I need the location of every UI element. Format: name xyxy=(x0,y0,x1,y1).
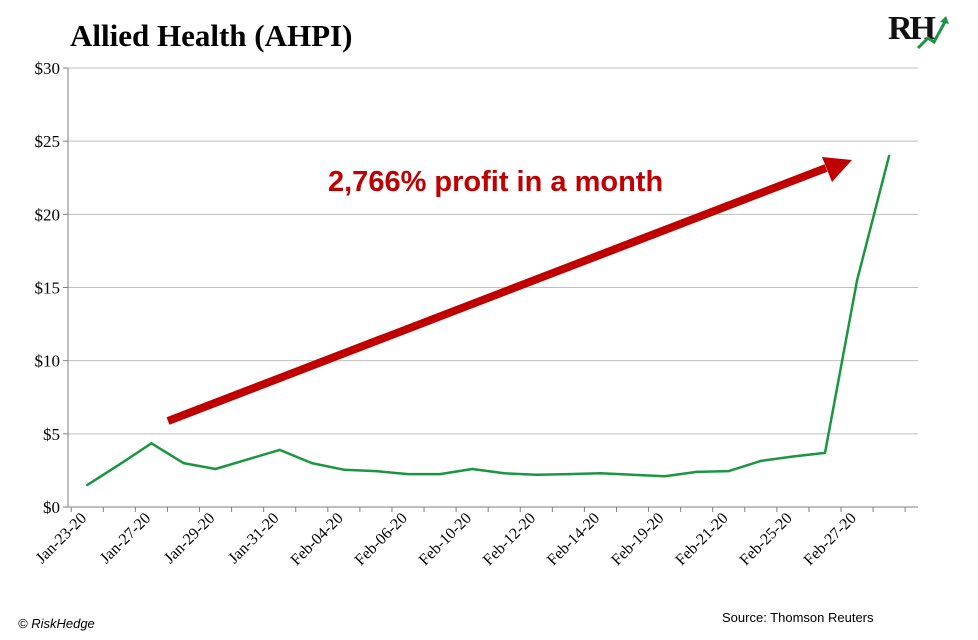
y-tick-label: $20 xyxy=(35,205,61,224)
data-point xyxy=(118,463,121,466)
data-point xyxy=(406,472,410,476)
data-point xyxy=(182,461,185,465)
data-point xyxy=(86,483,89,487)
copyright-text: © RiskHedge xyxy=(18,616,95,631)
data-point xyxy=(695,470,698,474)
price-line xyxy=(86,155,891,487)
series-layer xyxy=(86,154,891,487)
x-tick-label: Feb-12-20 xyxy=(480,510,539,569)
data-point xyxy=(663,475,666,478)
arrow-shaft xyxy=(166,164,828,425)
x-tick-label: Jan-29-20 xyxy=(161,510,218,567)
x-tick-label: Feb-14-20 xyxy=(544,510,603,569)
data-point xyxy=(727,469,730,473)
x-tick-label: Feb-10-20 xyxy=(416,510,475,569)
data-point xyxy=(310,461,313,465)
y-tick-label: $5 xyxy=(43,425,60,444)
gridlines xyxy=(68,67,918,435)
data-point xyxy=(631,473,634,477)
y-tick-label: $10 xyxy=(35,352,61,371)
x-tick-label: Feb-21-20 xyxy=(672,510,731,569)
y-tick-labels: $0 $5 $10 $15 $20 $25 $30 xyxy=(35,59,61,517)
y-tick-label: $25 xyxy=(35,132,61,151)
annotation-arrow xyxy=(166,157,852,425)
data-point xyxy=(567,472,570,476)
data-point xyxy=(855,278,859,282)
source-text: Source: Thomson Reuters xyxy=(722,610,874,625)
data-point xyxy=(150,442,153,445)
x-tick-label: Jan-23-20 xyxy=(33,510,90,567)
data-point xyxy=(503,472,506,475)
x-tick-label: Jan-31-20 xyxy=(225,510,282,567)
profit-annotation: 2,766% profit in a month xyxy=(328,166,664,198)
x-tick-label: Feb-06-20 xyxy=(352,510,411,569)
x-tick-label: Feb-27-20 xyxy=(801,510,860,569)
data-point xyxy=(470,467,474,471)
data-point xyxy=(887,154,891,157)
data-point xyxy=(791,455,795,458)
data-point xyxy=(438,472,442,476)
logo-text: RH xyxy=(888,10,936,47)
axes xyxy=(63,67,918,512)
y-tick-label: $30 xyxy=(35,59,61,78)
data-point xyxy=(535,473,538,477)
arrow-head-icon xyxy=(822,157,852,182)
y-tick-label: $0 xyxy=(43,498,60,517)
x-tick-labels: Jan-23-20 Jan-27-20 Jan-29-20 Jan-31-20 Feb-… xyxy=(33,510,860,569)
data-point xyxy=(599,472,602,475)
logo-arrow-icon xyxy=(916,16,949,50)
riskhedge-logo: RH xyxy=(888,10,950,52)
chart-title: Allied Health (AHPI) xyxy=(70,18,353,53)
data-point xyxy=(759,459,763,463)
data-point xyxy=(278,448,281,452)
data-point xyxy=(342,468,346,471)
x-tick-label: Feb-25-20 xyxy=(737,510,796,569)
x-tick-label: Jan-27-20 xyxy=(97,510,154,567)
y-tick-label: $15 xyxy=(35,279,61,298)
data-point xyxy=(823,451,827,455)
data-point xyxy=(246,458,249,461)
data-point xyxy=(214,467,217,471)
x-tick-label: Feb-04-20 xyxy=(288,510,347,569)
data-point xyxy=(374,469,378,473)
x-tick-label: Feb-19-20 xyxy=(608,510,667,569)
